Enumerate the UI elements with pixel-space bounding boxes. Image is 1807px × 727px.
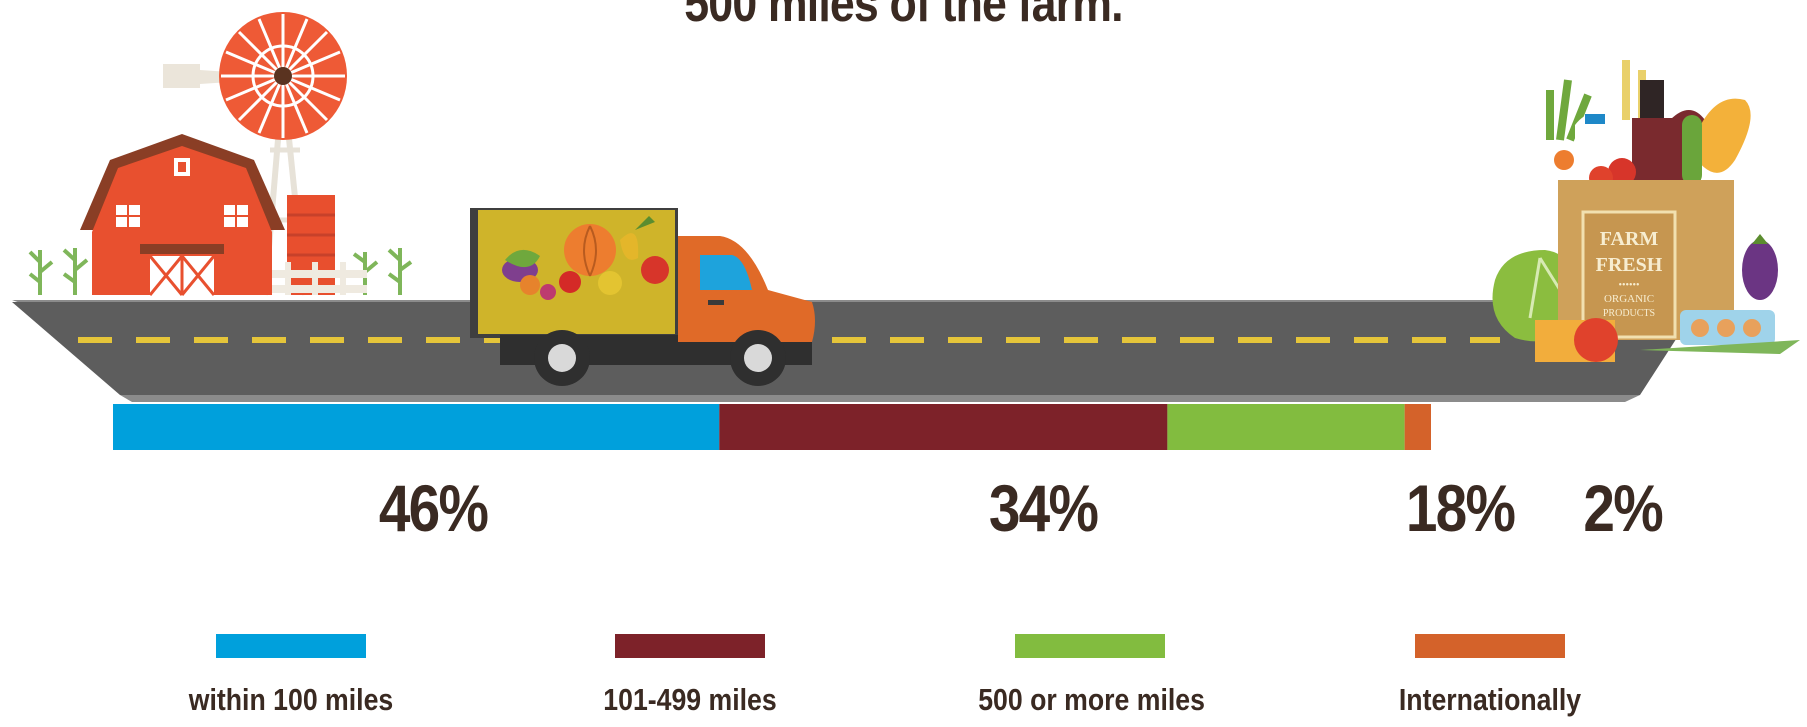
legend-label: within 100 miles [188, 682, 394, 717]
value-label-within-100-miles: 46% [378, 471, 489, 545]
value-label-500-or-more-miles: 18% [1405, 471, 1516, 545]
legend-item-within-100-miles: within 100 miles [161, 634, 421, 718]
crate-text: •••••• [1618, 280, 1639, 291]
value-label-internationally: 2% [1582, 471, 1663, 545]
fence-icon [272, 262, 367, 295]
bar-segment-500-or-more-miles [1167, 404, 1405, 450]
crate-text: FARM [1600, 228, 1659, 250]
legend-item-internationally: Internationally [1360, 634, 1620, 718]
bar-segment-within-100-miles [113, 404, 720, 450]
legend-swatch [615, 634, 765, 658]
value-label-101-499-miles: 34% [988, 471, 1099, 545]
grocery-bag-icon [1492, 60, 1800, 362]
chart-title: 500 miles of the farm. [684, 0, 1123, 33]
bar-segment-101-499-miles [719, 404, 1168, 450]
legend-label: 101-499 miles [603, 682, 777, 717]
legend-swatch [216, 634, 366, 658]
crate-text: FRESH [1596, 254, 1663, 276]
distribution-bar [113, 404, 1431, 450]
legend-label: Internationally [1398, 682, 1582, 717]
crate-text: PRODUCTS [1603, 308, 1655, 319]
produce-icon [502, 216, 669, 300]
legend-label: 500 or more miles [978, 682, 1205, 717]
crate-label: FARM FRESH •••••• ORGANIC PRODUCTS [1596, 228, 1663, 319]
silo-icon [287, 195, 335, 295]
legend-item-500-or-more-miles: 500 or more miles [960, 634, 1220, 718]
road [12, 300, 1700, 402]
legend-swatch [1415, 634, 1565, 658]
delivery-truck-icon [470, 208, 815, 386]
crate-text: ORGANIC [1604, 293, 1654, 305]
legend-item-101-499-miles: 101-499 miles [560, 634, 820, 718]
bar-segment-internationally [1404, 404, 1431, 450]
barn-icon [80, 134, 285, 296]
legend-swatch [1015, 634, 1165, 658]
